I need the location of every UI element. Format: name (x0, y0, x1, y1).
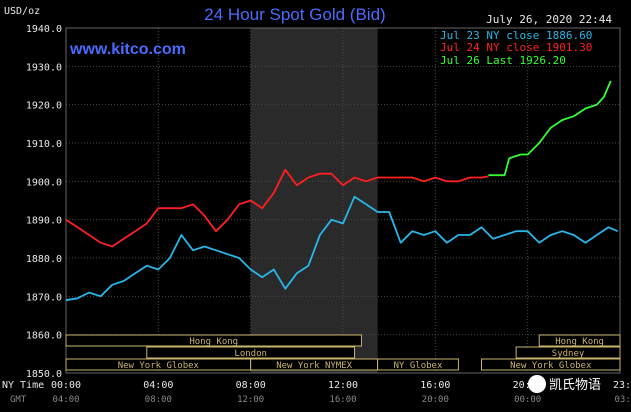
session-bar (538, 334, 621, 347)
session-bar (515, 346, 621, 359)
y-tick-label: 1860.0 (26, 331, 62, 342)
y-axis-ticks: 1850.0 1860.0 1870.0 1880.0 1890.0 1900.0 1910… (26, 24, 62, 380)
x-tick-label-ny: 00:00 (51, 380, 81, 391)
session-label: Hong Kong (189, 337, 238, 347)
series-line-2 (488, 80, 612, 177)
watermark-logo-icon (528, 375, 546, 393)
x-tick-label-ny: 12:00 (328, 380, 358, 391)
x-axis-row2-label: GMT (10, 395, 27, 405)
session-label: Sydney (552, 349, 585, 359)
chart-title: 24 Hour Spot Gold (Bid) (204, 5, 385, 24)
session-label: London (234, 349, 267, 359)
session-bars: Hong Kong London New York Globex New York N… (65, 334, 621, 371)
x-tick-label-gmt: 04:00 (52, 395, 79, 405)
x-tick-label-gmt: 08:00 (145, 395, 172, 405)
x-tick-label-gmt: 00:00 (514, 395, 541, 405)
x-tick-label-ny: 16:00 (420, 380, 450, 391)
x-tick-label-ny: 20:00 (513, 380, 543, 391)
watermark: 凯氏物语 (528, 375, 601, 393)
session-label: New York Globex (510, 361, 592, 371)
legend-item-jul23: Jul 23 NY close 1886.60 (440, 29, 592, 42)
series-lines (65, 80, 619, 302)
x-tick-label-gmt: 03:59 (614, 395, 631, 405)
session-bar (146, 346, 356, 359)
plot-frame (65, 27, 621, 374)
x-axis-ticks: 00:00 04:00 08:00 12:00 16:00 20:00 23:59 04:00… (51, 380, 631, 405)
y-tick-label: 1890.0 (26, 216, 62, 227)
y-tick-label: 1850.0 (26, 369, 62, 380)
watermark-text: 凯氏物语 (549, 378, 601, 393)
y-tick-label: 1920.0 (26, 101, 62, 112)
x-tick-label-ny: 04:00 (143, 380, 173, 391)
legend: Jul 23 NY close 1886.60 Jul 24 NY close … (440, 29, 592, 67)
session-label: Hong Kong (555, 337, 604, 347)
x-tick-label-ny: 23:59 (613, 380, 631, 391)
session-label: New York NYMEX (276, 361, 352, 371)
y-tick-label: 1880.0 (26, 254, 62, 265)
x-tick-label-ny: 08:00 (236, 380, 266, 391)
x-tick-label-gmt: 12:00 (237, 395, 264, 405)
nymex-shaded-region (250, 28, 378, 373)
y-tick-label: 1940.0 (26, 24, 62, 35)
x-axis-row1-label: NY Time (2, 380, 44, 391)
grid-lines (65, 27, 621, 374)
session-label: New York Globex (118, 361, 200, 371)
y-tick-label: 1930.0 (26, 62, 62, 73)
session-bar (65, 334, 362, 347)
y-unit-label: USD/oz (4, 6, 40, 17)
x-tick-label-gmt: 16:00 (329, 395, 356, 405)
session-bar (377, 358, 459, 371)
y-tick-label: 1870.0 (26, 292, 62, 303)
y-tick-label: 1900.0 (26, 177, 62, 188)
y-tick-label: 1910.0 (26, 139, 62, 150)
x-tick-label-gmt: 20:00 (422, 395, 449, 405)
session-bar (481, 358, 621, 371)
site-url: www.kitco.com (69, 41, 186, 58)
series-line-0 (65, 195, 619, 302)
series-line-1 (65, 168, 489, 248)
legend-item-jul24: Jul 24 NY close 1901.30 (440, 41, 592, 54)
timestamp: July 26, 2020 22:44 (486, 13, 612, 26)
legend-item-jul26: Jul 26 Last 1926.20 (440, 54, 566, 67)
session-label: NY Globex (394, 361, 443, 371)
